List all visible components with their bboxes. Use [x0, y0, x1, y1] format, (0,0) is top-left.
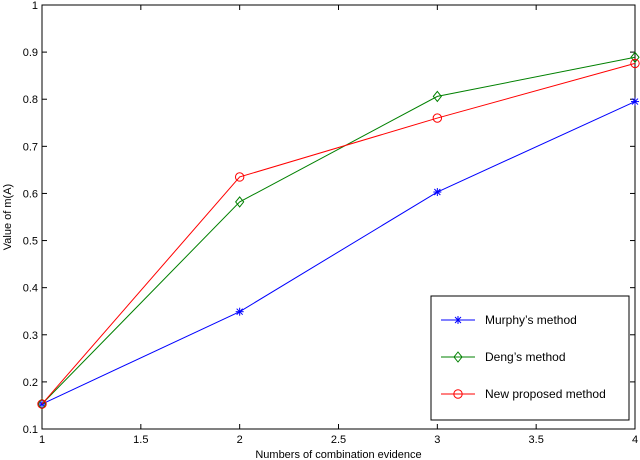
- axes: 1 1.5 2 2.5 3 3.5 4 0.1 0.2 0.3 0.4 0.5 0.6 0.7 0.8 0.9…: [23, 0, 638, 446]
- data-point: [37, 398, 47, 410]
- y-tick-label: 1: [32, 0, 38, 12]
- data-point: [235, 307, 244, 316]
- data-point: [37, 399, 47, 409]
- series-diamond: [37, 51, 640, 410]
- legend-marker: [453, 389, 463, 399]
- legend-marker: [454, 316, 462, 324]
- y-tick-label: 0.5: [23, 236, 38, 248]
- data-point: [433, 188, 442, 197]
- y-axis-label: Value of m(A): [2, 184, 14, 250]
- y-tick-label: 0.1: [23, 424, 38, 436]
- series-layer: [37, 51, 640, 410]
- y-tick-label: 0.3: [23, 330, 38, 342]
- series-line: [41, 101, 636, 405]
- legend-item: New proposed method: [441, 387, 606, 401]
- data-point: [630, 58, 640, 69]
- y-tick-label: 0.9: [23, 47, 38, 59]
- x-tick-label: 2.5: [331, 434, 346, 446]
- y-tick-label: 0.8: [23, 94, 38, 106]
- x-tick-label: 4: [632, 434, 638, 446]
- x-tick-label: 3.5: [529, 434, 544, 446]
- y-tick-label: 0.2: [23, 377, 38, 389]
- legend-item: Murphy’s method: [441, 313, 577, 327]
- legend-label: Murphy’s method: [485, 313, 577, 327]
- x-tick-label: 2: [237, 434, 243, 446]
- data-point: [630, 51, 640, 64]
- data-point: [631, 97, 639, 106]
- y-tick-label: 0.6: [23, 188, 38, 200]
- y-tick-label: 0.4: [23, 283, 38, 295]
- x-tick-label: 1.5: [133, 434, 148, 446]
- legend: Murphy’s method Deng’s method New proposed…: [430, 295, 630, 421]
- legend-box: [430, 295, 630, 421]
- x-axis-label: Numbers of combination evidence: [255, 449, 421, 460]
- y-tick-label: 0.7: [23, 141, 38, 153]
- legend-item: Deng’s method: [441, 350, 566, 364]
- series-circle: [37, 58, 640, 409]
- data-point: [234, 172, 245, 182]
- series-line: [41, 62, 636, 405]
- data-point: [432, 90, 442, 103]
- x-tick-label: 3: [434, 434, 440, 446]
- legend-marker: [453, 351, 463, 363]
- data-point: [432, 113, 443, 123]
- legend-label: Deng’s method: [485, 350, 566, 364]
- legend-label: New proposed method: [485, 387, 606, 401]
- series-line: [41, 56, 636, 405]
- x-tick-label: 1: [39, 434, 45, 446]
- data-point: [235, 196, 245, 208]
